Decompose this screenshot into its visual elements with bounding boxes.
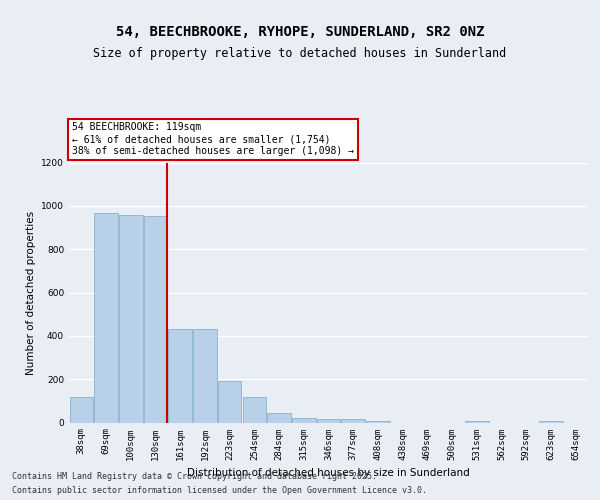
Bar xyxy=(169,330,192,422)
Text: 54, BEECHBROOKE, RYHOPE, SUNDERLAND, SR2 0NZ: 54, BEECHBROOKE, RYHOPE, SUNDERLAND, SR2… xyxy=(116,25,484,39)
Text: Size of property relative to detached houses in Sunderland: Size of property relative to detached ho… xyxy=(94,48,506,60)
Bar xyxy=(193,330,217,422)
X-axis label: Distribution of detached houses by size in Sunderland: Distribution of detached houses by size … xyxy=(187,468,470,478)
Text: 54 BEECHBROOKE: 119sqm
← 61% of detached houses are smaller (1,754)
38% of semi-: 54 BEECHBROOKE: 119sqm ← 61% of detached… xyxy=(72,122,354,156)
Bar xyxy=(144,216,167,422)
Bar xyxy=(242,396,266,422)
Bar xyxy=(70,396,93,422)
Bar xyxy=(268,413,291,422)
Text: Contains HM Land Registry data © Crown copyright and database right 2025.: Contains HM Land Registry data © Crown c… xyxy=(12,472,377,481)
Bar xyxy=(218,382,241,422)
Bar xyxy=(119,214,143,422)
Y-axis label: Number of detached properties: Number of detached properties xyxy=(26,210,35,374)
Bar xyxy=(292,418,316,422)
Text: Contains public sector information licensed under the Open Government Licence v3: Contains public sector information licen… xyxy=(12,486,427,495)
Bar xyxy=(94,214,118,422)
Bar xyxy=(366,421,389,422)
Bar xyxy=(341,419,365,422)
Bar xyxy=(539,421,563,422)
Bar xyxy=(317,419,340,422)
Bar xyxy=(465,421,488,422)
